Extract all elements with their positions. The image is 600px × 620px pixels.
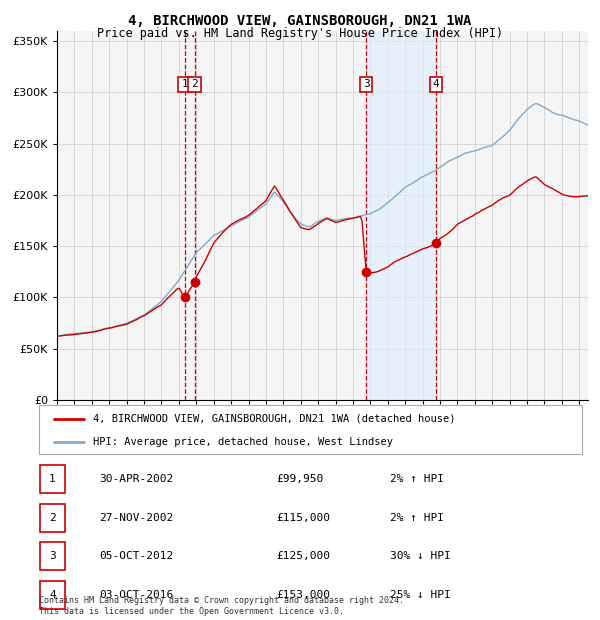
Text: 1: 1 xyxy=(181,79,188,89)
Text: 3: 3 xyxy=(363,79,370,89)
FancyBboxPatch shape xyxy=(40,542,65,570)
Text: £125,000: £125,000 xyxy=(276,551,330,561)
Text: 30-APR-2002: 30-APR-2002 xyxy=(99,474,173,484)
Text: 4, BIRCHWOOD VIEW, GAINSBOROUGH, DN21 1WA: 4, BIRCHWOOD VIEW, GAINSBOROUGH, DN21 1W… xyxy=(128,14,472,28)
Text: 05-OCT-2012: 05-OCT-2012 xyxy=(99,551,173,561)
FancyBboxPatch shape xyxy=(40,503,65,531)
Text: Price paid vs. HM Land Registry's House Price Index (HPI): Price paid vs. HM Land Registry's House … xyxy=(97,27,503,40)
Text: 2: 2 xyxy=(191,79,198,89)
FancyBboxPatch shape xyxy=(40,465,65,494)
Text: £115,000: £115,000 xyxy=(276,513,330,523)
Text: 25% ↓ HPI: 25% ↓ HPI xyxy=(390,590,451,600)
Text: 2% ↑ HPI: 2% ↑ HPI xyxy=(390,513,444,523)
Text: 03-OCT-2016: 03-OCT-2016 xyxy=(99,590,173,600)
Text: 27-NOV-2002: 27-NOV-2002 xyxy=(99,513,173,523)
Text: 4: 4 xyxy=(433,79,439,89)
Text: 2% ↑ HPI: 2% ↑ HPI xyxy=(390,474,444,484)
Text: 2: 2 xyxy=(49,513,56,523)
Text: 30% ↓ HPI: 30% ↓ HPI xyxy=(390,551,451,561)
Text: 1: 1 xyxy=(49,474,56,484)
Text: 4: 4 xyxy=(49,590,56,600)
Text: £153,000: £153,000 xyxy=(276,590,330,600)
FancyBboxPatch shape xyxy=(40,580,65,609)
Text: 4, BIRCHWOOD VIEW, GAINSBOROUGH, DN21 1WA (detached house): 4, BIRCHWOOD VIEW, GAINSBOROUGH, DN21 1W… xyxy=(94,414,456,423)
Text: HPI: Average price, detached house, West Lindsey: HPI: Average price, detached house, West… xyxy=(94,436,394,447)
FancyBboxPatch shape xyxy=(39,405,582,454)
Text: This data is licensed under the Open Government Licence v3.0.: This data is licensed under the Open Gov… xyxy=(39,607,344,616)
Text: Contains HM Land Registry data © Crown copyright and database right 2024.: Contains HM Land Registry data © Crown c… xyxy=(39,596,404,604)
Text: 3: 3 xyxy=(49,551,56,561)
Text: £99,950: £99,950 xyxy=(276,474,323,484)
Bar xyxy=(366,31,436,400)
